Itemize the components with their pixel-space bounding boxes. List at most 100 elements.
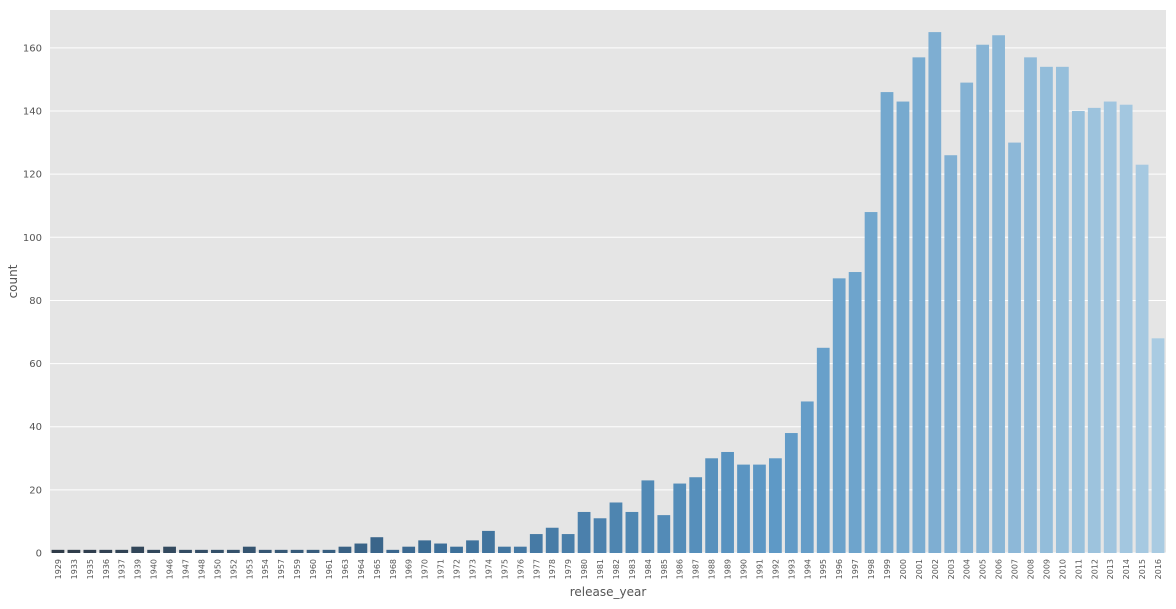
x-tick-label: 1950 [213,559,222,579]
x-tick-label: 1976 [516,559,525,579]
x-tick-label: 2003 [947,559,956,579]
x-tick-label: 1965 [373,559,382,579]
bar-1948 [195,549,208,553]
bar-1970 [418,540,432,553]
bars [51,32,1165,554]
bar-1957 [274,549,288,553]
bar-1993 [784,433,798,553]
bar-2000 [896,101,910,554]
bar-2003 [944,155,958,553]
x-tick-label: 1987 [692,559,701,579]
x-tick-label: 1939 [134,559,143,579]
x-tick-label: 1948 [197,559,206,579]
x-tick-label: 1979 [564,559,573,579]
y-tick-label: 0 [36,549,42,560]
bar-1963 [338,546,352,553]
bar-1939 [131,546,145,553]
x-tick-label: 1978 [548,559,557,579]
x-tick-label: 2009 [1042,559,1051,579]
bar-1992 [769,458,782,553]
x-tick-label: 2016 [1154,559,1163,579]
bar-2013 [1103,101,1117,554]
bar-2016 [1151,338,1165,553]
bar-2002 [928,32,942,554]
bar-2011 [1071,111,1085,553]
bar-1986 [673,483,687,553]
x-tick-label: 1972 [453,559,462,579]
x-axis-ticks: 1929 1933 1935 1936 1937 1939 1940 1946 1947 1948… [54,559,1163,579]
bar-1988 [705,458,719,553]
bar-1937 [115,549,129,553]
bar-1953 [242,546,256,553]
bar-2004 [960,82,974,553]
bar-1947 [179,549,192,553]
x-tick-label: 2013 [1106,559,1115,579]
x-tick-label: 1940 [150,559,159,579]
bar-1961 [322,549,336,553]
y-tick-label: 140 [23,107,42,118]
x-tick-label: 1975 [500,559,509,579]
bar-1983 [625,511,639,553]
x-tick-label: 1993 [787,559,796,579]
x-tick-label: 1973 [468,559,477,579]
y-tick-label: 100 [23,233,42,244]
x-tick-label: 1995 [819,559,828,579]
bar-1981 [593,518,607,553]
x-tick-label: 1992 [771,559,780,579]
x-tick-label: 2004 [963,559,972,579]
bar-2014 [1119,104,1133,554]
bar-2001 [912,57,926,554]
bar-1982 [609,502,623,553]
x-tick-label: 2006 [995,559,1004,579]
x-tick-label: 1952 [229,559,238,579]
y-tick-label: 160 [23,43,42,54]
bar-1940 [147,549,161,553]
x-tick-label: 1974 [484,559,493,579]
bar-1959 [290,549,304,553]
bar-1972 [450,546,463,553]
bar-2007 [1008,142,1021,553]
x-tick-label: 2007 [1011,559,1020,579]
x-tick-label: 1947 [182,559,191,579]
bar-1946 [163,546,176,553]
y-axis-label: count [6,264,20,298]
bar-2015 [1135,164,1149,553]
x-tick-label: 2008 [1026,559,1035,579]
bar-1976 [513,546,527,553]
x-tick-label: 1961 [325,559,334,579]
x-tick-label: 1935 [86,559,95,579]
x-tick-label: 1986 [676,559,685,579]
x-tick-label: 1981 [596,559,605,579]
bar-1985 [657,515,671,553]
x-tick-label: 1937 [118,559,127,579]
bar-1960 [306,549,320,553]
x-tick-label: 1984 [644,559,653,579]
bar-1984 [641,480,655,553]
x-tick-label: 1936 [102,559,111,579]
x-tick-label: 1983 [628,559,637,579]
x-tick-label: 1998 [867,559,876,579]
x-tick-label: 1959 [293,559,302,579]
bar-1979 [561,534,575,553]
bar-1954 [258,549,272,553]
bar-1929 [51,549,65,553]
x-tick-label: 1957 [277,559,286,579]
x-tick-label: 1933 [70,559,79,579]
x-tick-label: 2012 [1090,559,1099,579]
bar-1996 [832,278,846,553]
bar-2006 [992,35,1005,554]
bar-2008 [1024,57,1037,554]
x-tick-label: 1970 [421,559,430,579]
bar-2012 [1087,107,1101,554]
x-tick-label: 1929 [54,559,63,579]
bar-1965 [370,537,384,553]
x-tick-label: 1988 [708,559,717,579]
x-tick-label: 1999 [883,559,892,579]
x-tick-label: 2000 [899,559,908,579]
x-tick-label: 2005 [979,559,988,579]
bar-1999 [880,92,894,554]
bar-2009 [1040,66,1053,553]
x-tick-label: 1963 [341,559,350,579]
x-tick-label: 1977 [532,559,541,579]
